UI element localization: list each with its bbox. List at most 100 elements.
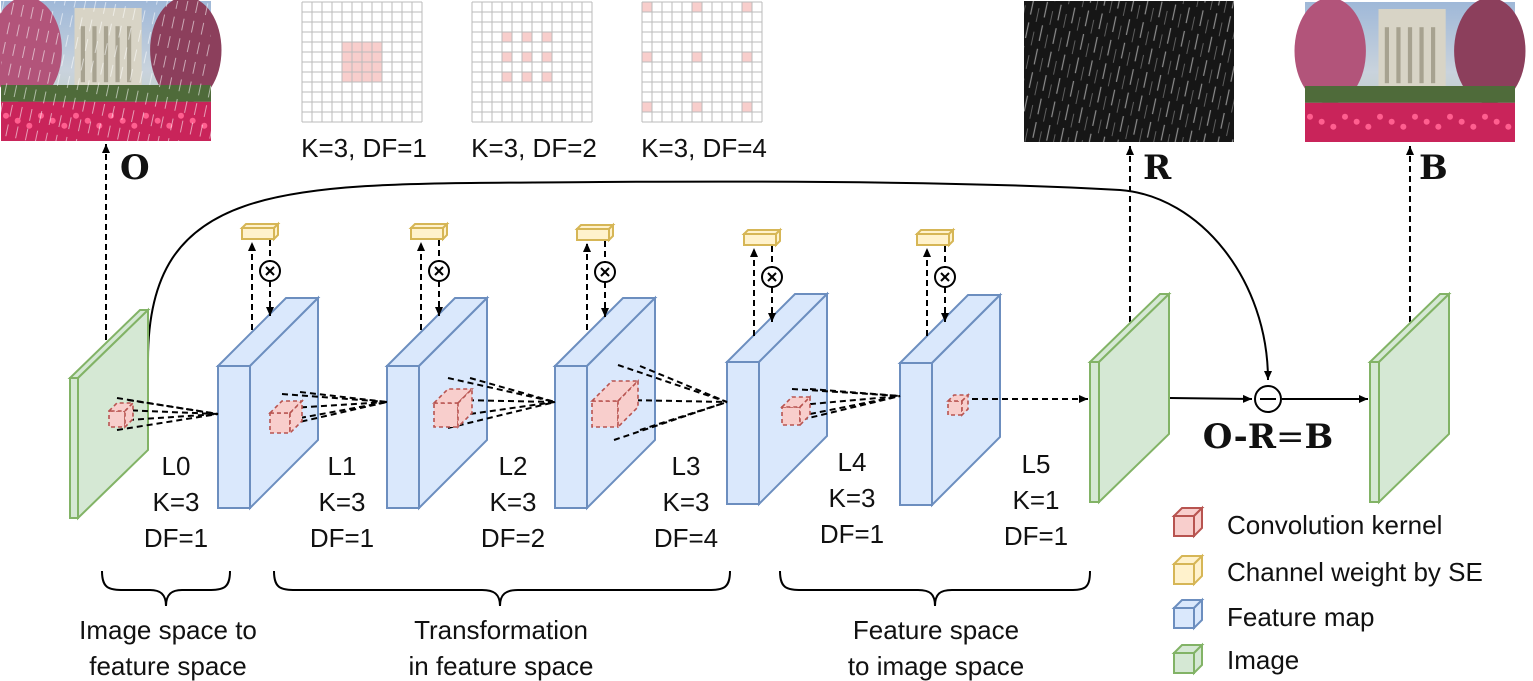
legend-label-kernel: Convolution kernel	[1227, 510, 1442, 540]
block-front	[1369, 361, 1380, 503]
rainy-input-photo	[0, 0, 222, 141]
multiply-stroke	[767, 272, 777, 282]
multiply-stroke	[600, 267, 610, 277]
arrow-to-subtract	[1169, 394, 1253, 403]
se-weight-side	[442, 221, 448, 242]
layer-name: L3	[672, 451, 701, 481]
eq-equals: =	[1276, 417, 1305, 457]
tulip	[1342, 113, 1348, 120]
tree-left	[1294, 0, 1366, 105]
kernel-l1	[268, 399, 304, 435]
fan-line	[447, 401, 556, 429]
kernel-cell	[522, 52, 532, 62]
fan-line	[639, 401, 728, 431]
kernel-l2	[432, 387, 474, 429]
layer-label-l3: L3 K=3 DF=4	[654, 451, 718, 553]
block-front	[69, 377, 79, 519]
tulip	[1412, 113, 1418, 120]
multiply-stroke	[434, 266, 444, 276]
se-weight-box	[916, 233, 950, 246]
tulip	[1482, 113, 1488, 120]
kernel-l3	[590, 379, 640, 429]
skip-connection-arrow	[147, 180, 1272, 381]
derained-output-photo	[1294, 0, 1526, 142]
block-front	[217, 365, 251, 509]
legend-cube-icon-4	[1171, 642, 1205, 676]
se-weight-box	[410, 227, 444, 240]
se-weight-side	[775, 227, 781, 248]
fan-line	[469, 401, 556, 415]
kernel-front	[591, 400, 619, 428]
fan-line	[281, 393, 388, 403]
layer-dilation: DF=1	[1004, 521, 1068, 551]
kernel-l4	[780, 395, 812, 427]
kernel-cell	[522, 72, 532, 82]
kernel-front	[108, 410, 126, 428]
tulip	[1493, 118, 1500, 125]
fan-line	[799, 395, 901, 406]
grid-label-3: K=3, DF=4	[641, 133, 767, 163]
column	[1419, 27, 1424, 84]
cube-side	[1193, 553, 1203, 587]
kernel-front	[269, 412, 291, 434]
kernel-side	[617, 379, 639, 429]
block-front	[1089, 361, 1100, 503]
legend-label-se: Channel weight by SE	[1227, 557, 1483, 587]
se-module-4	[741, 227, 783, 336]
cube-side	[1193, 642, 1203, 676]
column	[1384, 27, 1389, 84]
kernel-front	[781, 406, 801, 426]
dilation-grid-2	[471, 1, 593, 123]
kernel-cell	[542, 52, 552, 62]
fan-line	[617, 364, 728, 403]
legend-icons	[1171, 505, 1205, 676]
eq-r: R	[1248, 417, 1277, 457]
tulip	[1353, 118, 1360, 125]
legend-label-feature-map: Feature map	[1227, 602, 1374, 632]
kernel-cell	[642, 2, 652, 12]
multiply-stroke	[940, 272, 950, 282]
se-weight-side	[948, 227, 954, 248]
tulip	[1458, 118, 1465, 125]
layer-name: L1	[328, 451, 357, 481]
kernel-side	[124, 401, 134, 429]
tulip	[1470, 123, 1477, 130]
label-r: R	[1143, 148, 1172, 188]
eq-o: O	[1203, 417, 1234, 457]
se-module-3	[574, 222, 616, 330]
fan-line	[809, 395, 901, 415]
column	[1407, 27, 1413, 84]
layer-name: L5	[1022, 449, 1051, 479]
fan-line	[625, 399, 728, 403]
tulip-bed	[1305, 102, 1515, 142]
grid-label-1: K=3, DF=1	[301, 133, 427, 163]
se-weight-box	[241, 227, 275, 240]
kernel-top	[780, 396, 812, 408]
eq-minus: -	[1234, 417, 1248, 457]
fan-line	[127, 399, 219, 415]
se-weight-side	[608, 222, 614, 243]
layer-name: L4	[838, 447, 867, 477]
se-weight-top	[741, 229, 783, 235]
kernel-cell	[522, 32, 532, 42]
kernel-top	[590, 380, 640, 402]
receptive-field-lines	[116, 364, 1088, 441]
se-weight-top	[239, 223, 281, 229]
fan-line	[299, 391, 388, 403]
kernel-cell	[692, 2, 702, 12]
fan-line	[457, 399, 556, 403]
stage-3-line-2: to image space	[848, 651, 1024, 681]
tulip	[1388, 118, 1395, 125]
layer-blocks	[67, 291, 1452, 521]
se-weight-top	[408, 223, 450, 229]
se-weight-side	[273, 221, 279, 242]
kernel-side	[961, 393, 969, 417]
block-front	[899, 362, 933, 506]
feature-map-l2	[384, 295, 490, 511]
tulip	[1307, 113, 1313, 120]
cube-front	[1173, 652, 1195, 674]
feature-map-l4	[724, 291, 830, 507]
rain-streak-photo	[1024, 1, 1234, 142]
layer-name: L2	[499, 451, 528, 481]
cube-front	[1173, 563, 1195, 585]
